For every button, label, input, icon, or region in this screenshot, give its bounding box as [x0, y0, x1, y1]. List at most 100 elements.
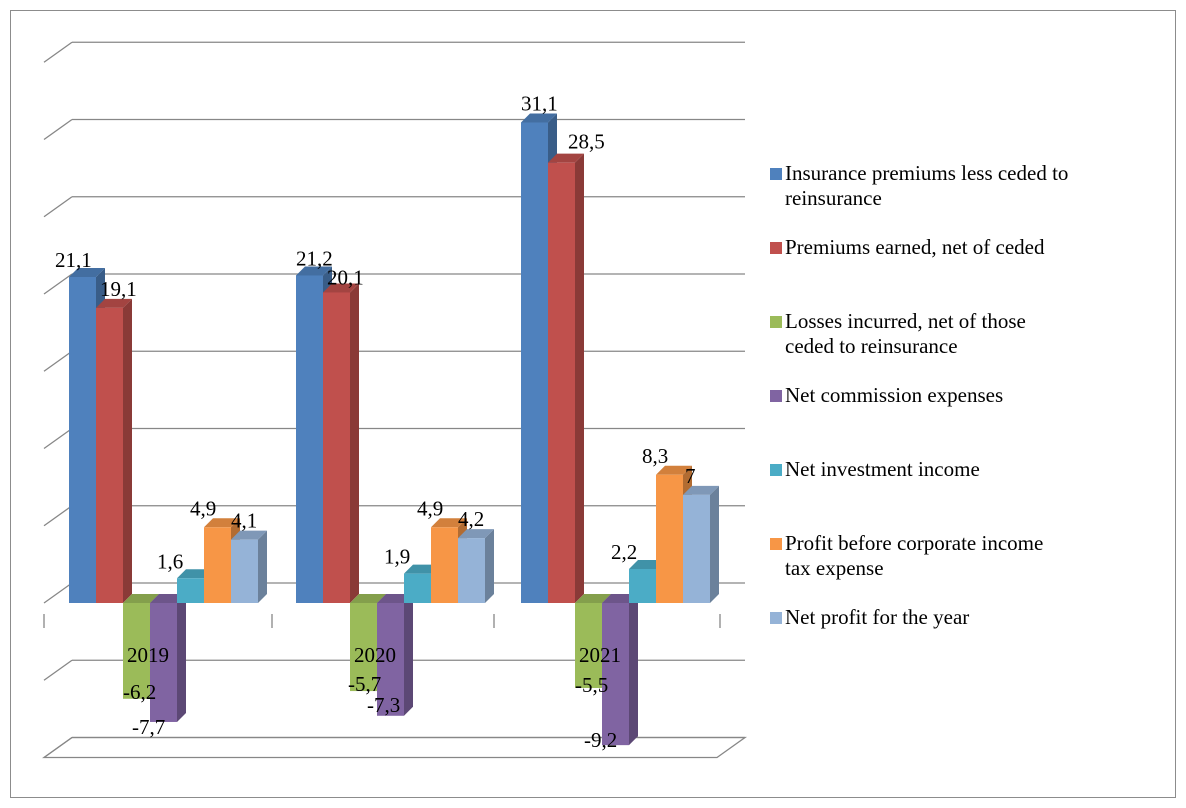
- legend-label: Premiums earned, net of ceded: [785, 235, 1045, 259]
- bar-top: [521, 113, 557, 123]
- legend-label: reinsurance: [785, 186, 882, 210]
- bar-top: [548, 153, 584, 163]
- legend-swatch: [770, 242, 782, 254]
- data-label: 21,1: [55, 248, 92, 272]
- gridline-side: [43, 41, 73, 63]
- category-label: 2019: [127, 643, 169, 667]
- bar-top: [204, 518, 240, 528]
- legend-item: Net commission expenses: [770, 383, 1003, 407]
- bar-front: [575, 603, 602, 688]
- legend-swatch: [770, 612, 782, 624]
- bar: [458, 529, 494, 603]
- bar: [377, 594, 413, 716]
- data-label: 2,2: [611, 540, 637, 564]
- bars: [69, 113, 719, 746]
- data-label: 20,1: [327, 265, 364, 289]
- bar-front: [683, 494, 710, 603]
- bar-top: [350, 594, 386, 603]
- data-label: -7,3: [367, 693, 400, 717]
- legend-item: Premiums earned, net of ceded: [770, 235, 1045, 259]
- gridline-side: [43, 350, 73, 372]
- chart-floor: [41, 736, 748, 759]
- bar-top: [69, 268, 105, 278]
- gridline-side: [43, 582, 73, 604]
- bar-top: [458, 529, 494, 539]
- data-label: 4,1: [231, 509, 257, 533]
- bar-front: [69, 277, 96, 603]
- gridline-side: [43, 196, 73, 218]
- bar-front: [296, 275, 323, 603]
- bar-top: [656, 465, 692, 475]
- bar: [683, 485, 719, 603]
- gridline-side: [43, 427, 73, 450]
- gridline-side: [43, 505, 73, 527]
- bar-side: [123, 298, 132, 603]
- bar-front: [431, 527, 458, 603]
- bar: [548, 153, 584, 604]
- legend-swatch: [770, 538, 782, 550]
- bar-front: [177, 578, 204, 603]
- data-label: 4,9: [417, 496, 443, 520]
- bar-top: [123, 594, 159, 603]
- bar-front: [150, 603, 177, 722]
- bar-side: [575, 153, 584, 604]
- bar-front: [350, 603, 377, 692]
- bar-front: [521, 122, 548, 603]
- bar-front: [656, 474, 683, 603]
- bar: [602, 594, 638, 746]
- legend-swatch: [770, 316, 782, 328]
- bar-front: [123, 603, 150, 699]
- bar-front: [323, 292, 350, 603]
- legend-label: Losses incurred, net of those: [785, 309, 1026, 333]
- category-label: 2020: [354, 643, 396, 667]
- bar: [96, 298, 132, 603]
- category-label: 2021: [579, 643, 621, 667]
- legend-label: tax expense: [785, 556, 884, 580]
- bar-front: [96, 307, 123, 603]
- data-label: 4,2: [458, 507, 484, 531]
- legend: Insurance premiums less ceded toreinsura…: [770, 161, 1068, 629]
- legend-label: Insurance premiums less ceded to: [785, 161, 1068, 185]
- bar-side: [710, 485, 719, 603]
- bar-front: [204, 527, 231, 603]
- data-label: -9,2: [584, 728, 617, 752]
- bar-top: [96, 298, 132, 308]
- gridline-side: [43, 659, 73, 681]
- data-label: 1,9: [384, 545, 410, 569]
- data-label: 8,3: [642, 444, 668, 468]
- legend-swatch: [770, 464, 782, 476]
- data-label: 31,1: [521, 92, 558, 116]
- legend-label: Net profit for the year: [785, 605, 969, 629]
- legend-item: Net investment income: [770, 457, 980, 481]
- bar-top: [683, 485, 719, 495]
- bar-top: [323, 283, 359, 293]
- bar-side: [485, 529, 494, 603]
- legend-swatch: [770, 390, 782, 402]
- data-label: 19,1: [100, 277, 137, 301]
- legend-label: Profit before corporate income: [785, 531, 1043, 555]
- data-label: 21,2: [296, 246, 333, 270]
- bar-front: [231, 539, 258, 603]
- data-label: -5,7: [348, 672, 381, 696]
- bar: [231, 530, 267, 603]
- bar-front: [629, 569, 656, 603]
- legend-item: Insurance premiums less ceded toreinsura…: [770, 161, 1068, 210]
- data-label: 4,9: [190, 496, 216, 520]
- data-label: -6,2: [123, 680, 156, 704]
- data-label: -5,5: [575, 673, 608, 697]
- gridline-side: [43, 118, 73, 141]
- bar-side: [350, 283, 359, 603]
- data-labels: 21,1 19,1 -6,2 -7,7 1,6 4,9 4,1 2019 21,220,1 -5,…: [55, 92, 696, 753]
- data-label: 7: [685, 464, 696, 488]
- legend-label: ceded to reinsurance: [785, 334, 958, 358]
- bar: [323, 283, 359, 603]
- data-label: -7,7: [132, 715, 165, 739]
- bar-side: [404, 594, 413, 716]
- bar-top: [296, 266, 332, 276]
- bar-side: [629, 594, 638, 746]
- bar-top: [231, 530, 267, 540]
- legend-swatch: [770, 168, 782, 180]
- bar-front: [404, 573, 431, 603]
